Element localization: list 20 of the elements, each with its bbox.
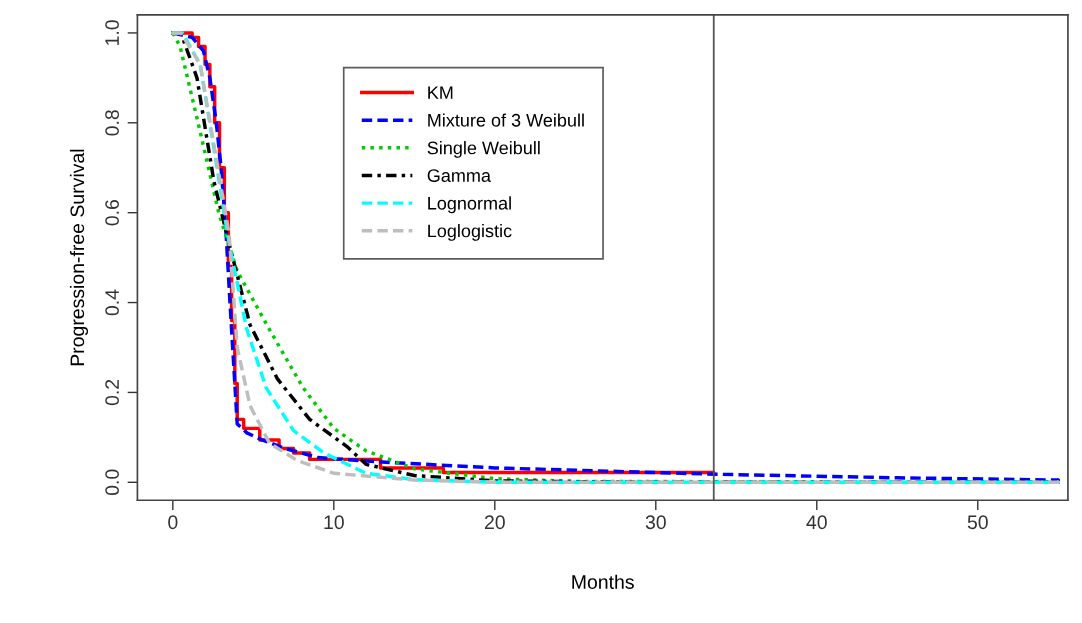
legend-label: KM — [428, 86, 453, 99]
x-tick-label: 50 — [967, 515, 988, 530]
x-tick-label: 0 — [168, 515, 178, 530]
y-tick-label: 0.2 — [105, 379, 119, 406]
y-axis-title: Progression-free Survival — [69, 149, 89, 366]
legend-label: Lognormal — [428, 196, 511, 214]
y-tick-label: 0.8 — [105, 110, 119, 136]
y-tick-label: 1.0 — [105, 20, 119, 45]
y-tick-label: 0.0 — [105, 469, 119, 496]
legend-label: Mixture of 3 Weibull — [428, 113, 584, 127]
y-tick-label: 0.4 — [105, 289, 119, 316]
x-tick-label: 20 — [484, 515, 505, 530]
y-tick-label: 0.6 — [105, 200, 119, 226]
x-tick-label: 10 — [324, 515, 344, 530]
legend-label: Gamma — [427, 169, 491, 182]
legend-label: Single Weibull — [427, 141, 540, 158]
x-tick-label: 30 — [645, 515, 666, 530]
legend-label: Loglogistic — [428, 224, 512, 241]
x-tick-label: 40 — [806, 515, 827, 530]
x-axis-title: Months — [572, 574, 634, 589]
